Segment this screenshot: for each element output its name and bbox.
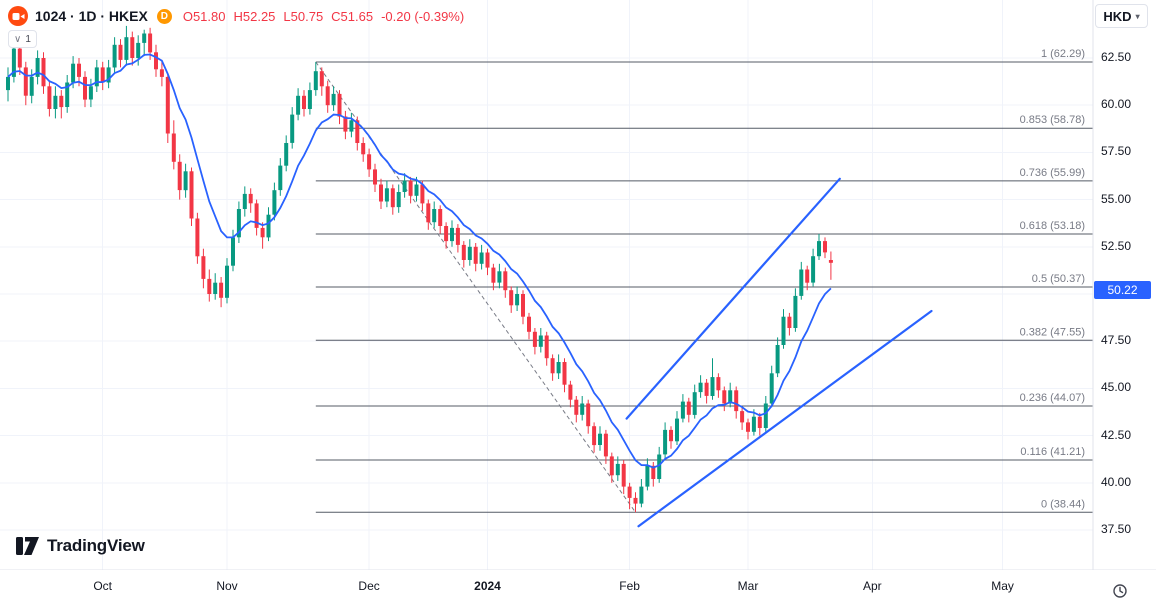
currency-selector-button[interactable]: HKD ▾	[1095, 4, 1148, 28]
ohlc-values: O51.80 H52.25 L50.75 C51.65 -0.20 (-0.39…	[183, 9, 464, 24]
price-axis-label: 45.00	[1101, 380, 1132, 395]
price-axis-label: 60.00	[1101, 97, 1132, 112]
tradingview-logo-text: TradingView	[47, 536, 145, 555]
fib-level-label: 0.236 (44.07)	[1020, 392, 1085, 404]
grid	[0, 0, 1093, 570]
fib-level-label: 0.736 (55.99)	[1020, 167, 1085, 179]
price-axis-label: 47.50	[1101, 333, 1132, 348]
price-axis-label: 40.00	[1101, 474, 1132, 489]
indicator-count: 1	[25, 33, 31, 45]
time-axis-label: Feb	[619, 579, 640, 593]
time-axis-label: Dec	[358, 579, 380, 593]
chart-legend: 1024 · 1D · HKEX D O51.80 H52.25 L50.75 …	[8, 6, 464, 26]
fib-level-label: 1 (62.29)	[1041, 48, 1085, 60]
time-axis-label: Oct	[93, 579, 113, 593]
trend-line-channel-lower[interactable]	[637, 309, 933, 528]
delayed-data-badge[interactable]: D	[156, 8, 172, 24]
time-axis-label: May	[991, 579, 1014, 593]
fib-level-label: 0.618 (53.18)	[1020, 220, 1085, 232]
time-axis-label: Apr	[862, 579, 882, 593]
chevron-down-icon: ▾	[1135, 11, 1140, 21]
candles	[6, 25, 833, 513]
high-value: H52.25	[233, 8, 276, 24]
tradingview-logo[interactable]: TradingView	[16, 535, 145, 557]
symbol-title[interactable]: 1024 · 1D · HKEX	[35, 8, 148, 24]
ma-line[interactable]	[7, 53, 832, 469]
open-value: O51.80	[182, 8, 226, 24]
low-value: L50.75	[283, 8, 324, 24]
price-axis-label: 62.50	[1101, 50, 1132, 64]
price-axis-label: 42.50	[1101, 427, 1132, 442]
time-axis-label: Nov	[216, 579, 238, 593]
chevron-down-icon: ∨	[14, 33, 22, 45]
price-axis-label: 57.50	[1101, 144, 1132, 159]
legend-collapse-control[interactable]: ∨ 1	[8, 30, 37, 48]
time-axis-label: 2024	[474, 579, 501, 593]
tradingview-logo-mark	[16, 537, 39, 555]
price-axis-label: 37.50	[1101, 522, 1132, 536]
symbol-logo-icon[interactable]	[8, 6, 28, 26]
fib-level-label: 0.5 (50.37)	[1032, 273, 1085, 285]
ma-price-badge: 50.22	[1094, 280, 1151, 299]
change-value: -0.20 (-0.39%)	[381, 8, 465, 24]
trend-line-channel-upper[interactable]	[625, 177, 841, 420]
time-axis[interactable]: Oct Nov Dec 2024 Feb Mar Apr May	[0, 570, 1156, 603]
fib-level-label: 0.116 (41.21)	[1020, 446, 1085, 458]
time-axis-label: Mar	[737, 579, 759, 593]
currency-label: HKD	[1103, 8, 1132, 24]
price-axis-label: 52.50	[1101, 238, 1132, 253]
close-value: C51.65	[331, 8, 374, 24]
price-axis-label: 55.00	[1101, 191, 1132, 206]
timezone-clock-icon[interactable]	[1110, 581, 1130, 601]
fib-level-label: 0.382 (47.55)	[1020, 326, 1085, 338]
fib-level-label: 0.853 (58.78)	[1020, 114, 1085, 126]
fib-retracement[interactable]: 1 (62.29) 0.853 (58.78) 0.736 (55.99) 0.618…	[315, 48, 1093, 513]
fib-level-label: 0 (38.44)	[1041, 498, 1085, 510]
